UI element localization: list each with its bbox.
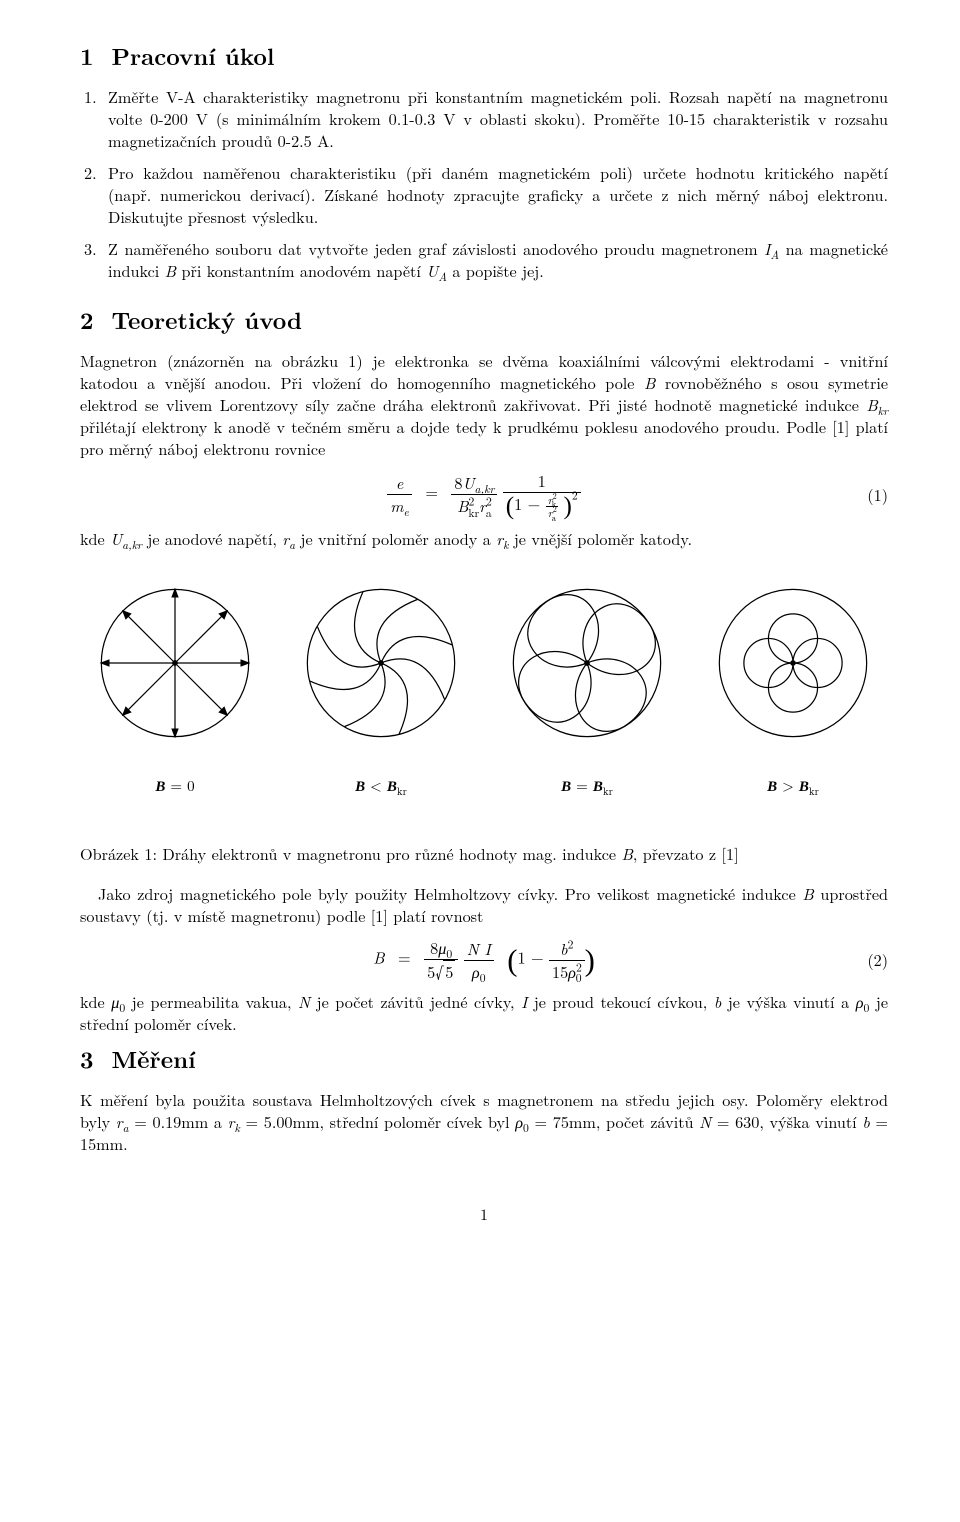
figure-panel-bgtr: B > Bkr: [698, 578, 888, 797]
task-item: Pro každou naměřenou charakteristiku (př…: [108, 162, 888, 228]
page-number: 1: [80, 1203, 888, 1225]
equation-2: B = 8μ0 5√5 N I ρ0 (1 − b2 15ρ20 ) (2): [80, 937, 888, 983]
sec3-title: Měření: [112, 1041, 196, 1075]
sec1-title: Pracovní úkol: [112, 38, 275, 72]
figure-1: B = 0 B < Bkr: [80, 578, 888, 797]
eq1-label: (1): [581, 484, 888, 506]
task-item: Změřte V-A charakteristiky magnetronu př…: [108, 86, 888, 152]
sec2-after-eq2: kde μ0 je permeabilita vakua, N je počet…: [80, 991, 888, 1035]
task-item: Z naměřeného souboru dat vytvořte jeden …: [108, 238, 888, 282]
sec3-num: 3: [80, 1041, 94, 1075]
figure-panel-beq: B = Bkr: [492, 578, 682, 797]
figlabel-bless: B < Bkr: [286, 776, 476, 797]
figlabel-beq: B = Bkr: [492, 776, 682, 797]
figure-panel-b0: B = 0: [80, 578, 270, 797]
sec1-heading: 1 Pracovní úkol: [80, 40, 888, 72]
eq2-label: (2): [595, 949, 888, 971]
sec2-para: Magnetron (znázorněn na obrázku 1) je el…: [80, 350, 888, 460]
sec3-heading: 3 Měření: [80, 1043, 888, 1075]
sec2-heading: 2 Teoretický úvod: [80, 304, 888, 336]
sec2-after-eq1: kde Ua,kr je anodové napětí, ra je vnitř…: [80, 528, 888, 550]
figlabel-b0: B = 0: [80, 776, 270, 797]
sec2-num: 2: [80, 302, 94, 336]
sec2-para2: Jako zdroj magnetického pole byly použit…: [80, 883, 888, 927]
figure-1-caption: Obrázek 1: Dráhy elektronů v magnetronu …: [80, 843, 888, 865]
sec2-title: Teoretický úvod: [112, 302, 303, 336]
figlabel-bgtr: B > Bkr: [698, 776, 888, 797]
equation-1: eme = 8Ua,kr B2krr2a 1 (1 − r2kr2a )2 (1…: [80, 470, 888, 519]
sec1-num: 1: [80, 38, 94, 72]
sec3-para: K měření byla použita soustava Helmholtz…: [80, 1089, 888, 1155]
task-list: Změřte V-A charakteristiky magnetronu př…: [80, 86, 888, 282]
figure-panel-bless: B < Bkr: [286, 578, 476, 797]
